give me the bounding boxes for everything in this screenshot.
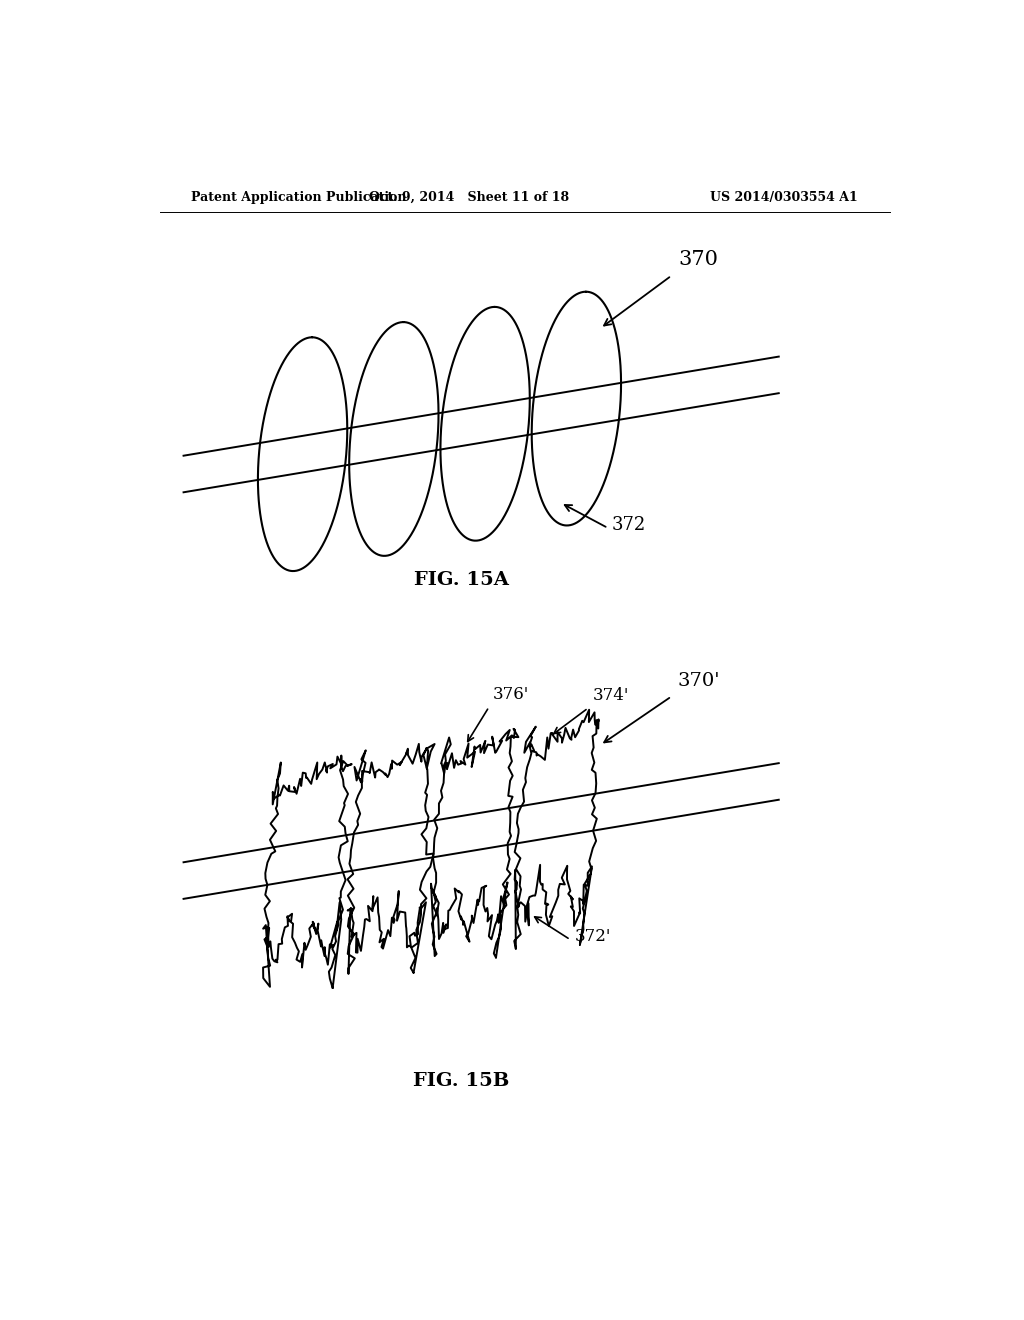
Text: Oct. 9, 2014   Sheet 11 of 18: Oct. 9, 2014 Sheet 11 of 18 <box>370 190 569 203</box>
Text: 370': 370' <box>678 672 721 690</box>
Text: 372': 372' <box>574 928 610 945</box>
Text: 376': 376' <box>494 685 529 702</box>
Text: 374': 374' <box>592 686 629 704</box>
Text: 372: 372 <box>612 516 646 535</box>
Text: FIG. 15A: FIG. 15A <box>414 572 509 589</box>
Text: Patent Application Publication: Patent Application Publication <box>191 190 407 203</box>
Text: 370: 370 <box>678 251 718 269</box>
Text: US 2014/0303554 A1: US 2014/0303554 A1 <box>711 190 858 203</box>
Text: FIG. 15B: FIG. 15B <box>413 1072 510 1090</box>
